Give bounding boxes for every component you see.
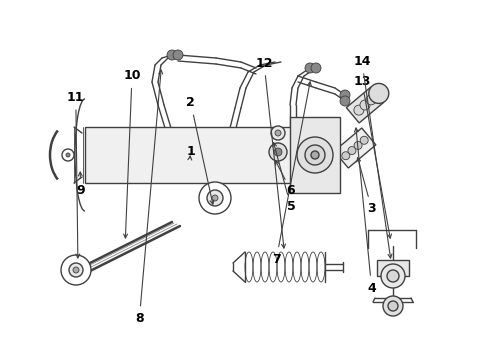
Circle shape: [69, 263, 83, 277]
Circle shape: [310, 151, 318, 159]
Circle shape: [274, 130, 281, 136]
Circle shape: [61, 255, 91, 285]
Circle shape: [347, 147, 355, 154]
Circle shape: [296, 137, 332, 173]
Text: 11: 11: [67, 91, 84, 104]
Text: 8: 8: [135, 312, 143, 325]
Circle shape: [341, 152, 349, 160]
Circle shape: [173, 50, 183, 60]
Circle shape: [360, 136, 367, 144]
Circle shape: [167, 50, 177, 60]
Circle shape: [62, 149, 74, 161]
Circle shape: [386, 270, 398, 282]
Circle shape: [368, 84, 388, 103]
Polygon shape: [333, 128, 375, 168]
Text: 10: 10: [123, 69, 141, 82]
Circle shape: [382, 296, 402, 316]
Bar: [85, 127, 305, 183]
Text: 3: 3: [366, 202, 375, 215]
Circle shape: [73, 267, 79, 273]
Polygon shape: [346, 87, 383, 123]
Circle shape: [339, 96, 349, 106]
Circle shape: [380, 264, 404, 288]
Text: 2: 2: [186, 96, 195, 109]
Text: 1: 1: [186, 145, 195, 158]
Circle shape: [212, 195, 218, 201]
Circle shape: [268, 143, 286, 161]
Circle shape: [366, 95, 375, 105]
Text: 12: 12: [255, 57, 272, 69]
Circle shape: [305, 63, 314, 73]
Text: 7: 7: [271, 253, 280, 266]
Bar: [289, 117, 339, 193]
Text: 9: 9: [76, 184, 85, 197]
Circle shape: [206, 190, 223, 206]
Circle shape: [353, 141, 361, 149]
Circle shape: [387, 301, 397, 311]
Text: 13: 13: [352, 75, 370, 87]
Circle shape: [305, 145, 325, 165]
Text: 4: 4: [366, 282, 375, 294]
Circle shape: [66, 153, 70, 157]
Circle shape: [310, 63, 320, 73]
Bar: [376, 260, 408, 276]
Circle shape: [339, 90, 349, 100]
Circle shape: [199, 182, 230, 214]
Text: 6: 6: [286, 184, 295, 197]
Circle shape: [270, 126, 285, 140]
Circle shape: [359, 100, 369, 110]
Text: 5: 5: [286, 201, 295, 213]
Circle shape: [273, 148, 282, 156]
Circle shape: [353, 105, 363, 115]
Text: 14: 14: [352, 55, 370, 68]
